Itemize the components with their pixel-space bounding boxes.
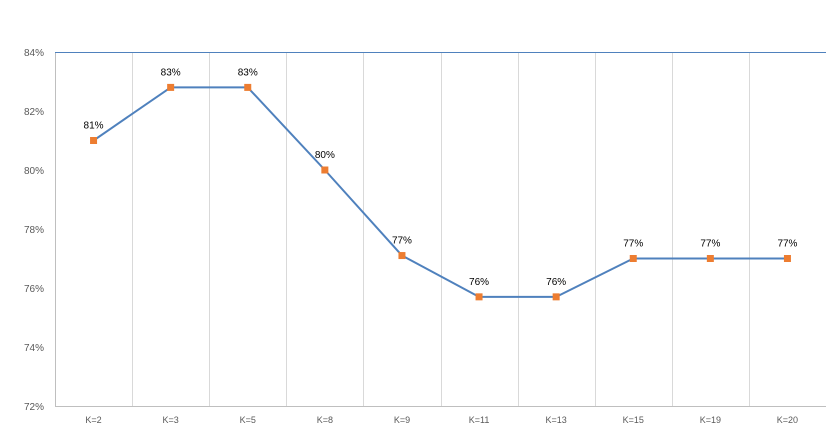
series-layer <box>90 83 791 301</box>
data-point-marker <box>783 255 791 262</box>
y-tick-label: 80% <box>24 166 44 177</box>
y-tick-label: 78% <box>24 225 44 236</box>
data-label: 81% <box>84 121 104 132</box>
x-tick-label: K=5 <box>240 415 256 425</box>
x-tick-label: K=8 <box>317 415 333 425</box>
axes: 72% 74% 76% 78% 80% 82% 84% K=2 K=3 K=5 K=8 K=9 K=11… <box>24 48 826 425</box>
y-tick-label: 76% <box>24 284 44 295</box>
y-tick-label: 72% <box>24 402 44 413</box>
x-tick-label: K=3 <box>163 415 179 425</box>
data-label: 77% <box>623 239 643 250</box>
x-tick-label: K=15 <box>623 415 644 425</box>
x-tick-label: K=19 <box>700 415 721 425</box>
data-label: 83% <box>238 67 258 78</box>
x-tick-label: K=11 <box>469 415 490 425</box>
data-point-marker <box>398 252 406 260</box>
data-label: 76% <box>546 277 566 288</box>
data-point-marker <box>475 293 483 301</box>
data-label: 77% <box>392 236 412 247</box>
y-tick-label: 74% <box>24 343 44 354</box>
data-point-marker <box>90 137 98 144</box>
data-label: 80% <box>315 150 335 161</box>
x-tick-label: K=13 <box>546 415 567 425</box>
data-point-marker <box>629 255 637 262</box>
y-tick-label: 84% <box>24 48 44 59</box>
data-point-marker <box>244 83 252 91</box>
data-label: 76% <box>469 277 489 288</box>
data-labels: 81% 83% 83% 80% 77% 76% 76% 77% 77% 77% <box>84 67 798 287</box>
y-tick-label: 82% <box>24 107 44 118</box>
series-line <box>92 86 788 298</box>
data-point-marker <box>321 166 329 174</box>
data-label: 77% <box>777 239 797 250</box>
data-point-marker <box>552 293 560 301</box>
gridlines <box>132 52 750 406</box>
x-tick-label: K=20 <box>777 415 798 425</box>
data-label: 77% <box>700 239 720 250</box>
x-tick-label: K=9 <box>394 415 410 425</box>
x-tick-label: K=2 <box>85 415 101 425</box>
data-point-marker <box>706 255 714 262</box>
data-point-marker <box>167 83 175 91</box>
data-label: 83% <box>161 67 181 78</box>
